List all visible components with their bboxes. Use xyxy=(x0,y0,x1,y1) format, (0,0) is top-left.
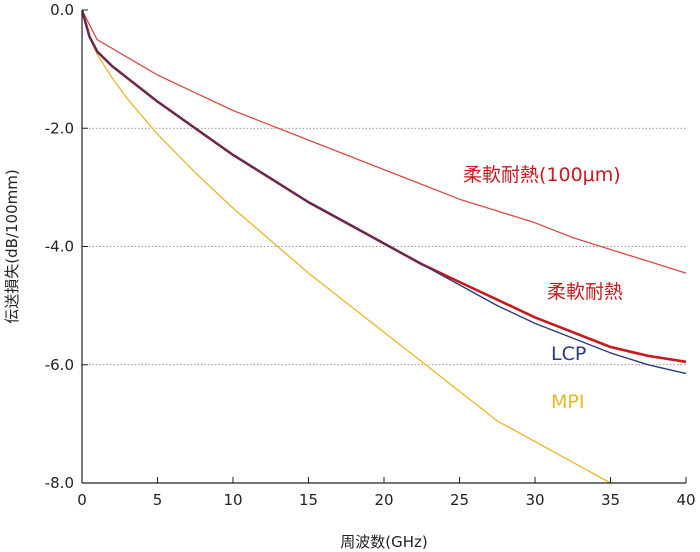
series-label-2: LCP xyxy=(551,343,586,365)
x-tick-label: 0 xyxy=(77,491,87,509)
y-tick-label: 0.0 xyxy=(50,1,74,19)
tick-marks: 0 5 10 15 20 25 30 35 40 0.0 -2.0 -4.0 -6.0 -8.0 xyxy=(45,1,696,509)
x-axis-title: 周波数(GHz) xyxy=(340,533,427,551)
x-tick-label: 20 xyxy=(374,491,393,509)
series-label-0: 柔軟耐熱(100μm) xyxy=(463,164,621,186)
series-line-2 xyxy=(82,9,687,375)
x-tick-label: 25 xyxy=(450,491,469,509)
y-tick-label: -8.0 xyxy=(45,474,74,492)
y-tick-label: -2.0 xyxy=(45,119,74,137)
series-line-0 xyxy=(82,9,687,274)
series-lines xyxy=(82,9,687,483)
x-tick-label: 15 xyxy=(299,491,318,509)
series-labels: 柔軟耐熱(100μm) 柔軟耐熱 LCP MPI xyxy=(463,164,623,413)
y-tick-label: -4.0 xyxy=(45,238,74,256)
x-tick-label: 30 xyxy=(525,491,544,509)
x-tick-label: 40 xyxy=(676,491,695,509)
series-label-1: 柔軟耐熱 xyxy=(547,281,623,303)
grid-lines xyxy=(82,127,686,366)
y-tick-label: -6.0 xyxy=(45,356,74,374)
x-tick-label: 10 xyxy=(223,491,242,509)
series-line-3 xyxy=(82,9,613,483)
series-label-3: MPI xyxy=(551,391,584,413)
x-tick-label: 5 xyxy=(153,491,163,509)
y-axis-title: 伝送損失(dB/100mm) xyxy=(3,169,21,323)
x-tick-label: 35 xyxy=(601,491,620,509)
